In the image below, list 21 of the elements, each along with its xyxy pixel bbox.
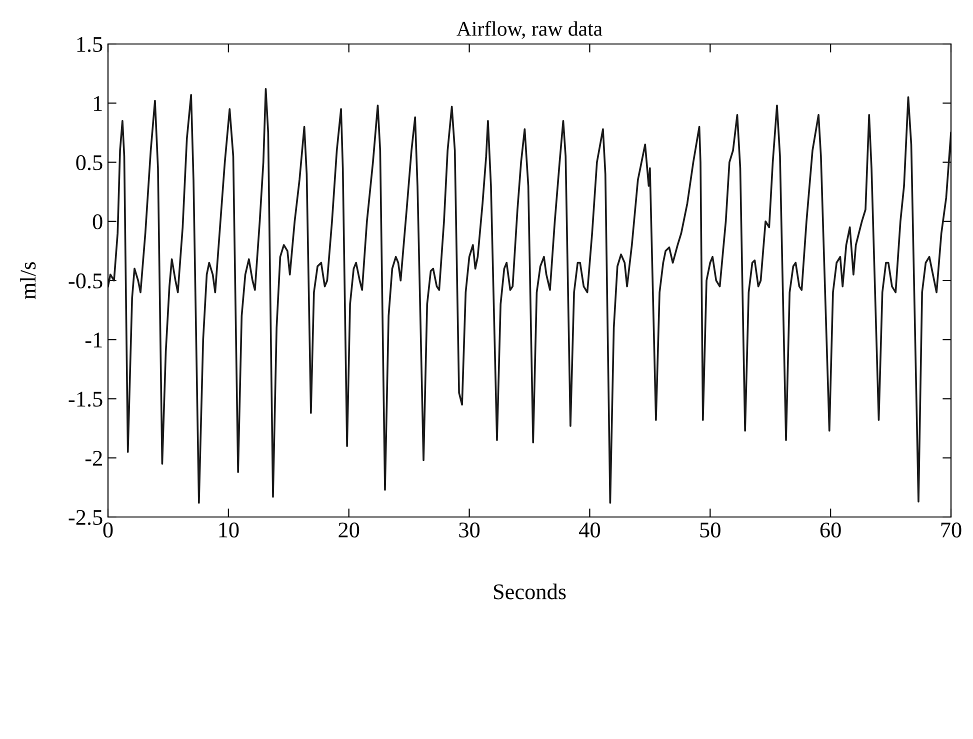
x-axis-title: Seconds <box>494 584 566 600</box>
y-tick-label: -0.5 <box>68 273 102 289</box>
x-tick-label: 60 <box>820 522 841 538</box>
x-tick-label: 70 <box>941 522 962 538</box>
y-tick-label: 0 <box>92 214 102 230</box>
chart-title: Airflow, raw data <box>456 21 602 39</box>
y-tick-label: 1.5 <box>77 37 102 52</box>
x-tick-label: 50 <box>700 522 720 538</box>
y-tick-label: -1.5 <box>68 392 102 407</box>
x-tick-label: 30 <box>459 522 480 538</box>
y-tick-label: -2 <box>85 450 102 466</box>
x-tick-label: 0 <box>103 522 113 538</box>
y-axis-title: ml/s <box>20 262 36 300</box>
y-tick-label: -2.5 <box>68 510 102 526</box>
y-tick-label: 0.5 <box>76 155 102 170</box>
line-series <box>108 88 951 504</box>
y-tick-label: -1 <box>85 332 102 348</box>
x-tick-label: 20 <box>338 522 360 538</box>
y-tick-label: 1 <box>94 96 102 111</box>
x-tick-label: 10 <box>219 522 239 538</box>
x-tick-label: 40 <box>579 522 600 538</box>
